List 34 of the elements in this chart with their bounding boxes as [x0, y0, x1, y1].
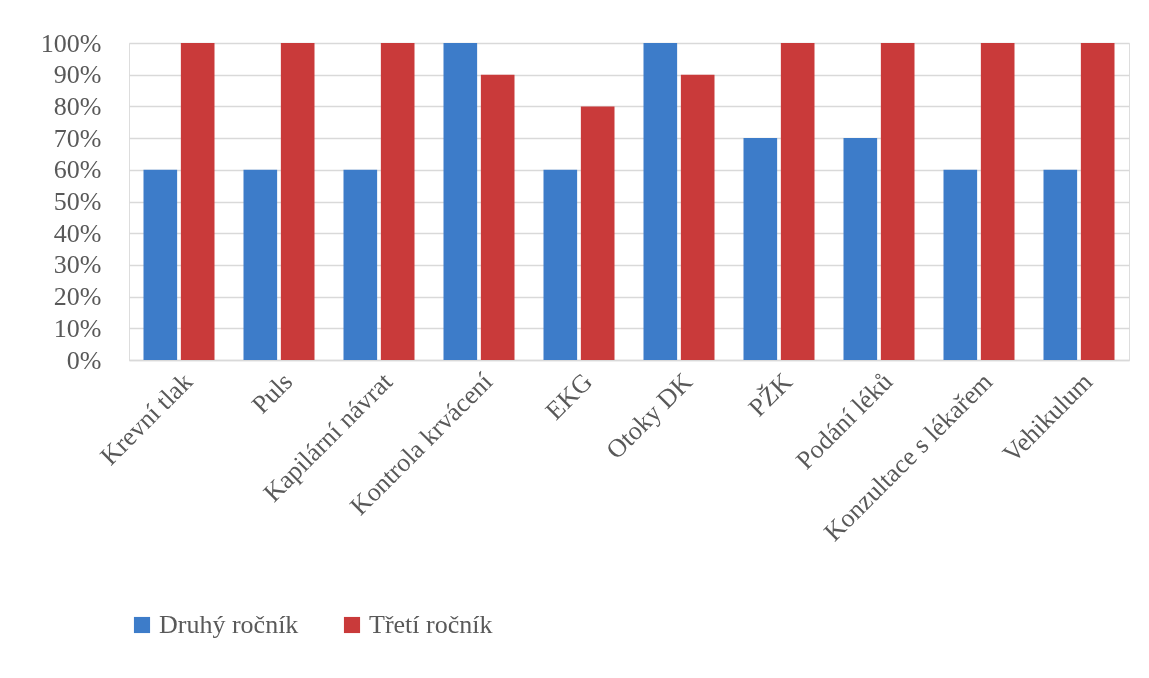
bar: [643, 43, 678, 360]
y-tick-label: 10%: [53, 313, 102, 343]
x-tick-label: Puls: [245, 367, 299, 420]
legend-label: Třetí ročník: [369, 610, 493, 639]
bar: [1043, 169, 1078, 360]
bar: [880, 43, 915, 360]
bar: [780, 43, 815, 360]
y-tick-label: 60%: [53, 155, 102, 185]
bar: [580, 106, 615, 360]
bar: [943, 169, 978, 360]
legend-label: Druhý ročník: [159, 610, 299, 639]
bar: [180, 43, 215, 360]
bar: [980, 43, 1015, 360]
y-tick-label: 90%: [53, 60, 102, 90]
bar: [743, 138, 778, 360]
bar: [1080, 43, 1115, 360]
y-tick-label: 0%: [66, 345, 102, 375]
y-tick-label: 30%: [53, 250, 102, 280]
y-tick-label: 80%: [53, 91, 102, 121]
bar: [343, 169, 378, 360]
y-tick-label: 70%: [53, 123, 102, 153]
bar: [680, 74, 715, 360]
y-tick-label: 50%: [53, 187, 102, 216]
y-tick-label: 40%: [53, 218, 102, 248]
y-tick-label: 100%: [40, 28, 102, 58]
y-tick-label: 20%: [53, 282, 102, 312]
bar: [843, 138, 878, 360]
bar: [480, 74, 515, 360]
bar: [380, 43, 415, 360]
bar: [543, 169, 578, 360]
bar: [280, 43, 315, 360]
bar: [143, 169, 178, 360]
bar: [243, 169, 278, 360]
bar: [443, 43, 478, 360]
